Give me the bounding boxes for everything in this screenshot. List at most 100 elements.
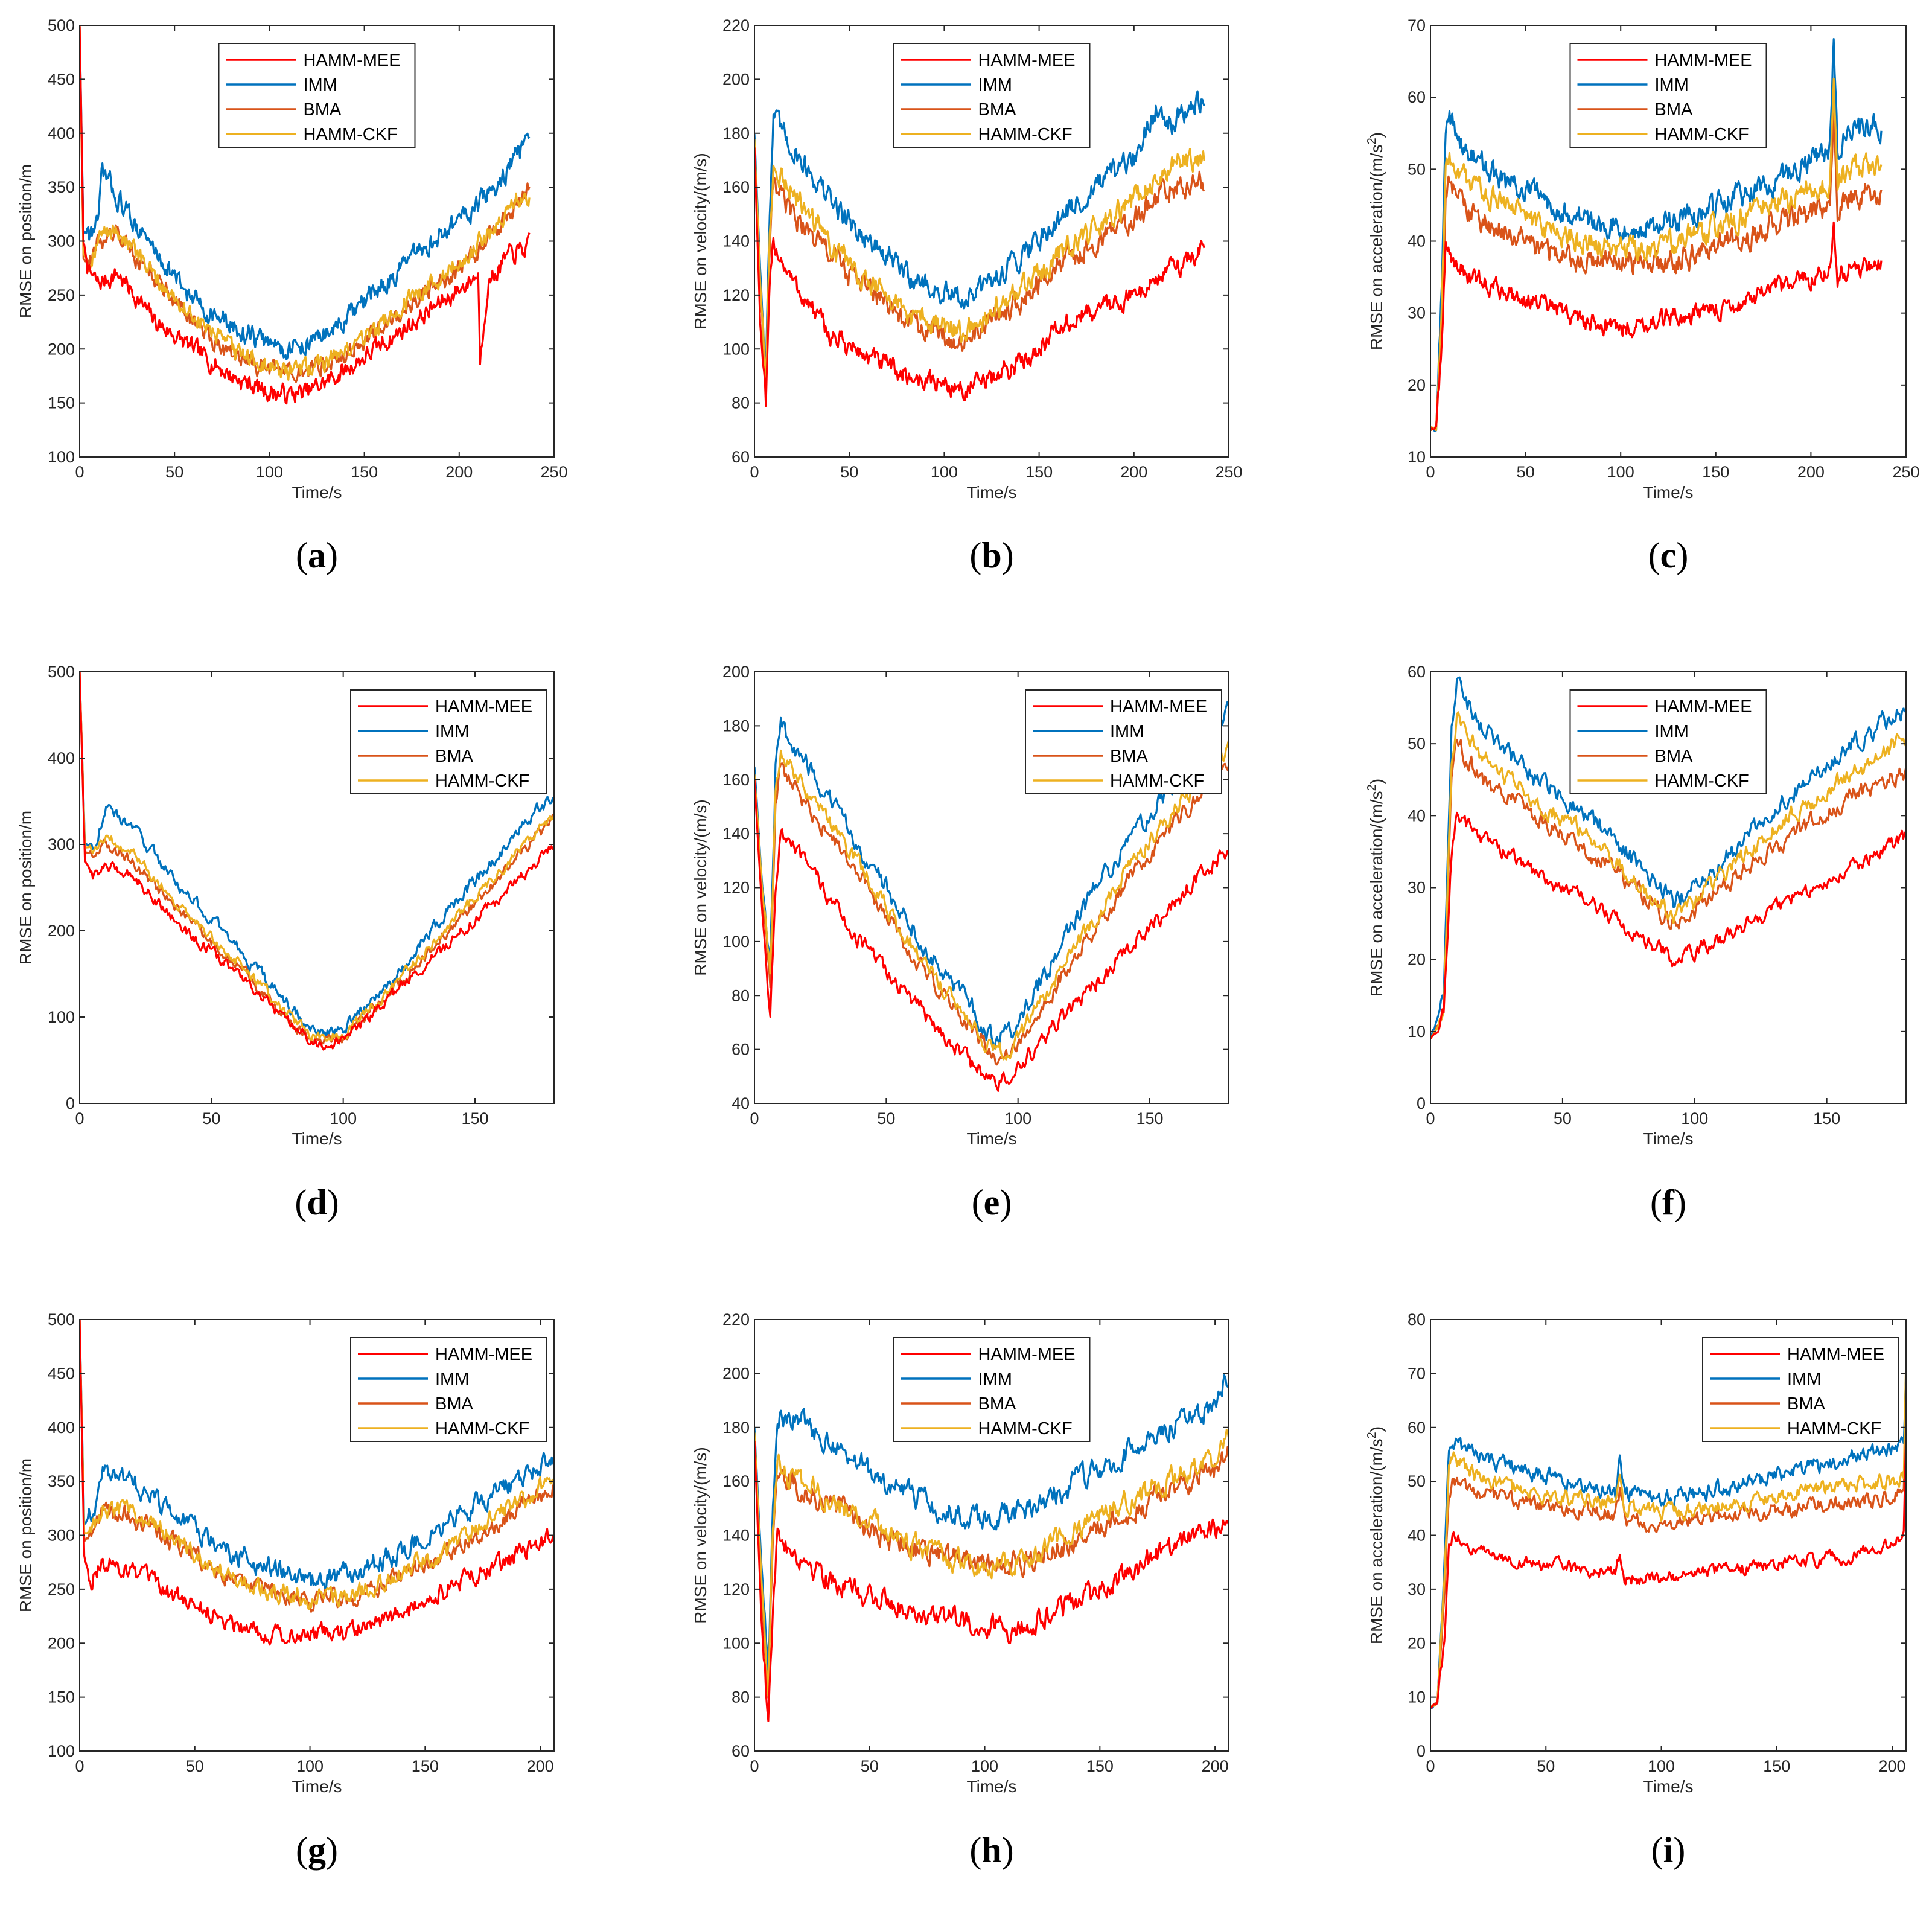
legend: HAMM-MEE IMM BMA HAMM-CKF	[1569, 689, 1767, 794]
y-tick-label: 200	[48, 340, 75, 358]
x-tick-label: 0	[1426, 463, 1435, 481]
x-axis-label: Time/s	[967, 483, 1017, 502]
x-tick-label: 0	[75, 1109, 84, 1128]
y-tick-label: 300	[48, 1527, 75, 1545]
panel-caption: (c)	[1648, 535, 1689, 575]
series-group	[1430, 1359, 1906, 1709]
series-group	[80, 26, 531, 405]
legend-label: IMM	[1787, 1370, 1821, 1389]
y-tick-label: 350	[48, 1472, 75, 1490]
y-tick-label: 200	[722, 663, 750, 681]
x-tick-label: 50	[186, 1757, 204, 1775]
y-tick-label: 220	[722, 16, 750, 34]
x-tick-label: 200	[445, 463, 473, 481]
line-hamm-mee	[1430, 1428, 1906, 1709]
y-tick-label: 0	[66, 1094, 75, 1112]
legend-label: BMA	[978, 1394, 1017, 1414]
legend-label: BMA	[1110, 747, 1149, 766]
panel-caption: (b)	[969, 535, 1013, 575]
y-tick-label: 400	[48, 749, 75, 767]
legend-label: IMM	[435, 1370, 469, 1389]
y-tick-label: 180	[722, 124, 750, 142]
line-hamm-ckf	[754, 1429, 1229, 1696]
y-axis-label: RMSE on position/m	[16, 164, 35, 318]
y-tick-label: 60	[1408, 663, 1426, 681]
legend-label: HAMM-MEE	[1655, 697, 1752, 716]
y-tick-label: 80	[732, 1688, 750, 1706]
legend-label: HAMM-MEE	[1787, 1345, 1884, 1364]
y-tick-label: 70	[1408, 16, 1426, 34]
y-tick-label: 100	[722, 1634, 750, 1652]
y-tick-label: 20	[1408, 376, 1426, 394]
chart-panel-a: 0 50 100 150 200 250 100 150 200 250 300 350 400 450 5…	[16, 16, 568, 575]
legend-label: BMA	[978, 100, 1017, 120]
x-tick-label: 50	[861, 1757, 879, 1775]
line-hamm-mee	[1430, 221, 1883, 431]
x-tick-label: 100	[256, 463, 283, 481]
x-tick-label: 100	[971, 1757, 998, 1775]
line-bma	[754, 762, 1229, 1066]
axes-box	[79, 671, 555, 1104]
x-tick-label: 50	[877, 1109, 895, 1128]
legend-label: HAMM-CKF	[435, 771, 529, 791]
line-hamm-mee	[80, 1319, 554, 1646]
x-tick-label: 150	[1702, 463, 1729, 481]
legend-label: BMA	[435, 1394, 474, 1414]
legend-label: BMA	[1655, 100, 1694, 120]
line-hamm-ckf	[754, 139, 1205, 390]
line-bma	[754, 147, 1205, 389]
x-axis-label: Time/s	[292, 1777, 342, 1796]
x-axis-label: Time/s	[292, 483, 342, 502]
y-tick-label: 220	[722, 1310, 750, 1329]
chart-panel-g: 0 50 100 150 200 100 150 200 250 300 350 400 450 500 T…	[16, 1310, 555, 1870]
legend-label: IMM	[978, 1370, 1012, 1389]
panel-caption: (f)	[1650, 1182, 1686, 1222]
y-tick-label: 150	[48, 1688, 75, 1706]
line-hamm-mee	[754, 147, 1205, 407]
series-group	[80, 672, 554, 1051]
line-imm	[1430, 676, 1906, 1039]
line-bma	[1430, 1402, 1906, 1709]
x-tick-label: 150	[1086, 1757, 1114, 1775]
y-tick-label: 150	[48, 394, 75, 412]
y-tick-label: 10	[1408, 448, 1426, 466]
y-axis-label: RMSE on position/m	[16, 811, 35, 965]
y-tick-label: 100	[48, 1008, 75, 1026]
y-tick-label: 180	[722, 1418, 750, 1437]
y-tick-label: 100	[48, 1742, 75, 1760]
legend-label: HAMM-CKF	[1655, 125, 1749, 144]
x-tick-label: 200	[1879, 1757, 1906, 1775]
x-tick-label: 150	[1763, 1757, 1790, 1775]
y-axis-label: RMSE on position/m	[16, 1458, 35, 1612]
line-bma	[1430, 112, 1883, 431]
y-tick-label: 160	[722, 1472, 750, 1490]
line-hamm-mee	[754, 780, 1229, 1092]
line-hamm-ckf	[1430, 77, 1883, 432]
x-tick-label: 100	[931, 463, 958, 481]
legend-label: HAMM-CKF	[978, 1419, 1073, 1438]
y-axis-label: RMSE on acceleration/(m/s2)	[1365, 1426, 1386, 1644]
line-imm	[754, 1374, 1229, 1680]
y-tick-label: 250	[48, 1580, 75, 1598]
x-tick-label: 50	[165, 463, 183, 481]
legend-label: IMM	[1655, 75, 1689, 95]
y-tick-label: 70	[1408, 1364, 1426, 1382]
y-tick-label: 0	[1417, 1094, 1426, 1112]
x-tick-label: 50	[840, 463, 858, 481]
legend-label: HAMM-MEE	[1110, 697, 1207, 716]
legend-label: HAMM-MEE	[435, 697, 532, 716]
y-tick-label: 450	[48, 70, 75, 88]
x-axis-label: Time/s	[1643, 1129, 1694, 1148]
y-tick-label: 120	[722, 879, 750, 897]
chart-panel-h: 0 50 100 150 200 60 80 100 120 140 160 180 200 220 Tim…	[691, 1310, 1229, 1870]
chart-panel-d: 0 50 100 150 0 100 200 300 400 500 Time/s RMSE on p…	[16, 663, 555, 1222]
legend: HAMM-MEE IMM BMA HAMM-CKF	[218, 43, 416, 148]
series-group	[1430, 676, 1906, 1039]
y-tick-label: 500	[48, 1310, 75, 1329]
x-tick-label: 0	[75, 463, 84, 481]
line-bma	[1430, 738, 1906, 1039]
line-bma	[80, 26, 531, 383]
legend-label: HAMM-MEE	[1655, 51, 1752, 70]
y-tick-label: 60	[1408, 88, 1426, 106]
panel-caption: (e)	[972, 1182, 1012, 1222]
